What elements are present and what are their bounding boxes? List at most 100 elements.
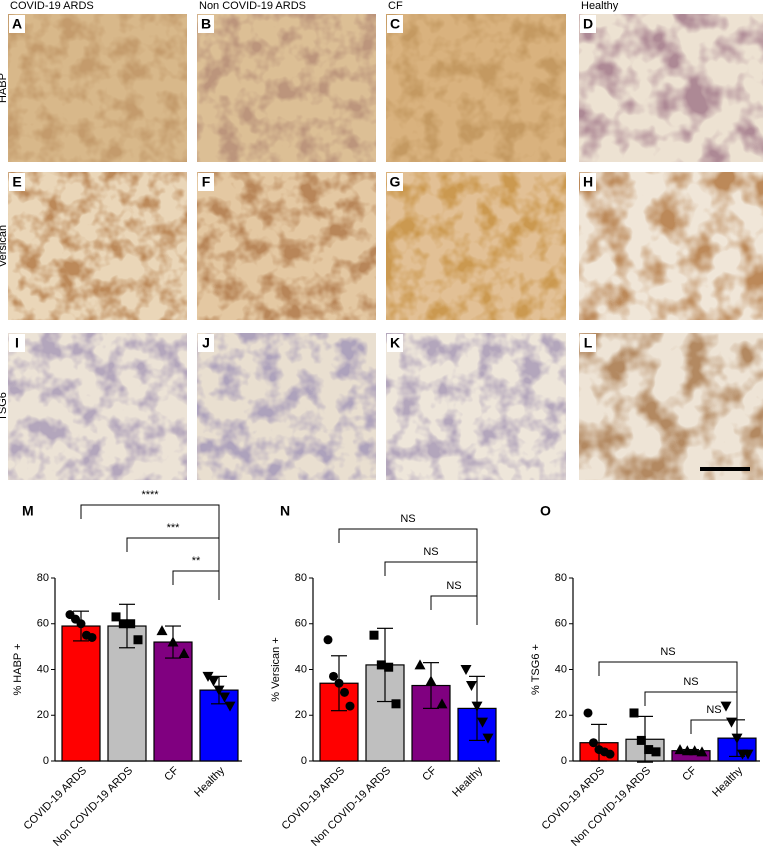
letter-box <box>9 173 25 191</box>
x-tick-label: Non COVID-19 ARDS <box>309 765 393 848</box>
y-tick-label: 40 <box>295 663 307 675</box>
chart-panel-letter: N <box>280 503 290 519</box>
letter-box <box>387 15 403 33</box>
row-label: HABP <box>0 73 9 103</box>
data-point <box>156 625 168 636</box>
data-point <box>118 619 128 629</box>
y-axis-label: % Versican + <box>270 637 282 702</box>
significance-label: NS <box>423 546 438 558</box>
panel-letter: H <box>583 174 593 190</box>
significance-label: NS <box>706 704 721 716</box>
row-label: Versican <box>0 225 9 267</box>
panel-letter: K <box>390 335 400 351</box>
data-point <box>644 745 654 755</box>
letter-box <box>198 334 214 352</box>
x-tick-label: CF <box>162 764 181 783</box>
data-point <box>583 708 593 718</box>
column-header: Healthy <box>581 0 619 12</box>
data-point <box>466 681 477 692</box>
x-tick-label: CF <box>420 764 439 783</box>
panel-letter: B <box>201 16 211 32</box>
micrograph-texture <box>197 14 376 162</box>
letter-box <box>9 15 25 33</box>
y-tick-label: 0 <box>301 755 307 767</box>
data-point <box>681 745 693 756</box>
y-tick-label: 80 <box>295 572 307 584</box>
data-point <box>87 632 97 642</box>
micrograph-texture <box>386 172 566 320</box>
letter-box <box>580 334 596 352</box>
significance-bracket <box>172 570 220 600</box>
y-tick-label: 20 <box>37 709 49 721</box>
panel-letter: G <box>390 174 401 190</box>
significance-label: NS <box>660 646 675 658</box>
data-point <box>224 701 236 712</box>
data-point <box>436 698 448 709</box>
column-header: COVID-19 ARDS <box>10 0 94 12</box>
significance-label: **** <box>141 489 159 501</box>
data-point <box>391 699 401 709</box>
micrograph-texture <box>197 333 376 480</box>
panel-letter: D <box>583 16 593 32</box>
micrograph-texture <box>579 172 763 320</box>
micrograph-texture <box>8 172 187 320</box>
data-point <box>126 619 136 629</box>
data-point <box>202 671 214 682</box>
y-tick-label: 0 <box>43 755 49 767</box>
bar <box>61 625 101 762</box>
panel-letter: E <box>12 174 21 190</box>
significance-bracket <box>690 719 738 749</box>
letter-box <box>198 173 214 191</box>
y-tick-label: 80 <box>555 572 567 584</box>
letter-box <box>580 15 596 33</box>
data-point <box>340 687 349 697</box>
significance-bracket <box>430 595 478 625</box>
significance-bracket <box>384 561 478 619</box>
data-point <box>629 708 639 718</box>
y-tick-label: 20 <box>555 709 567 721</box>
significance-bracket <box>126 537 220 595</box>
data-point <box>133 635 143 645</box>
micrograph-texture <box>197 172 376 320</box>
data-point <box>425 675 437 686</box>
panel-letter: C <box>390 16 400 32</box>
column-header: CF <box>388 0 403 12</box>
bar <box>107 625 147 762</box>
bar <box>153 641 193 762</box>
chart-panel-letter: O <box>540 503 551 519</box>
significance-label: NS <box>446 580 461 592</box>
data-point <box>414 659 426 670</box>
micrograph-texture <box>579 333 763 480</box>
data-point <box>323 635 333 645</box>
data-point <box>477 717 488 728</box>
letter-box <box>387 173 403 191</box>
y-tick-label: 60 <box>37 618 49 630</box>
y-tick-label: 20 <box>295 709 307 721</box>
y-tick-label: 40 <box>555 663 567 675</box>
micrograph-texture <box>8 333 187 480</box>
panel-letter: A <box>12 16 22 32</box>
y-axis-label: % TSG6 + <box>530 644 542 695</box>
panel-letter: I <box>15 335 19 351</box>
data-point <box>726 717 737 728</box>
data-point <box>178 647 190 658</box>
x-tick-label: CF <box>680 764 699 783</box>
column-header: Non COVID-19 ARDS <box>199 0 306 12</box>
significance-bracket <box>338 528 478 614</box>
chart-panel-letter: M <box>22 503 34 519</box>
data-point <box>334 678 344 688</box>
micrograph-texture <box>386 333 566 480</box>
significance-bracket <box>80 504 220 590</box>
data-point <box>689 745 701 756</box>
data-point <box>589 738 598 748</box>
data-point <box>111 612 121 622</box>
panel-letter: F <box>202 174 211 190</box>
letter-box <box>198 15 214 33</box>
significance-label: ** <box>192 555 201 567</box>
data-point <box>345 701 355 711</box>
x-tick-label: Healthy <box>710 764 745 799</box>
panel-letter: L <box>584 335 593 351</box>
data-point <box>696 746 708 757</box>
significance-label: NS <box>400 513 415 525</box>
data-point <box>605 749 615 759</box>
